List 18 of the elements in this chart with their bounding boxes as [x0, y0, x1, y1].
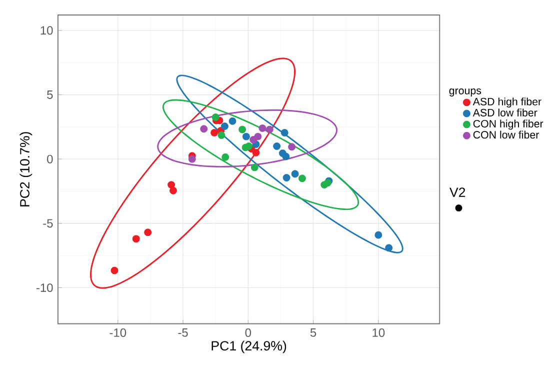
x-tick-label: -5	[178, 328, 188, 337]
legend-label: CON low fiber	[473, 130, 539, 139]
y-tick-label: 5	[47, 90, 53, 100]
legend-label: ASD high fiber	[472, 98, 542, 108]
x-tick-label: 0	[245, 328, 252, 338]
legend-label: CON high fiber	[473, 120, 544, 130]
x-tick-label: -10	[110, 328, 126, 338]
y-tick-label: -10	[36, 284, 53, 292]
y-tick-label: 0	[47, 154, 53, 164]
y-tick-label: -5	[43, 219, 53, 228]
legend-label: ASD low fiber	[472, 108, 538, 117]
x-tick-label: 10	[372, 328, 385, 338]
legend-title: groups	[449, 88, 482, 97]
x-axis-title: PC1 (24.9%)	[212, 340, 286, 354]
x-tick-label: 5	[310, 328, 316, 337]
y-tick-label: 10	[40, 26, 53, 35]
y-axis-title: PC2 (10.7%)	[20, 132, 32, 207]
text: V2	[450, 188, 466, 198]
